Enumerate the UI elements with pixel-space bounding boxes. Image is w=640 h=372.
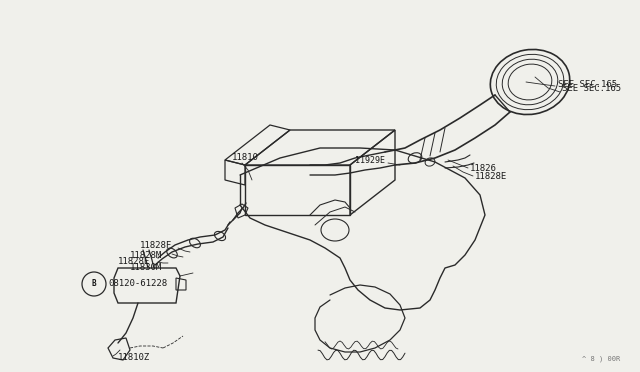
Text: SEE SEC.165: SEE SEC.165 [562,83,621,93]
Text: 11828M: 11828M [130,251,163,260]
Text: 11828F: 11828F [140,241,172,250]
Text: 11929E: 11929E [355,155,385,164]
Text: SEE SEC.165: SEE SEC.165 [558,80,617,89]
Text: 11830M: 11830M [130,263,163,273]
Text: 11826: 11826 [470,164,497,173]
Text: 11828E: 11828E [475,171,508,180]
Text: 11810: 11810 [232,153,259,161]
Text: 08120-61228: 08120-61228 [108,279,167,289]
Text: ^ 8 ) 00R: ^ 8 ) 00R [582,356,620,362]
Text: 11810Z: 11810Z [118,353,150,362]
Text: 11828E: 11828E [118,257,150,266]
Text: B: B [92,279,96,289]
